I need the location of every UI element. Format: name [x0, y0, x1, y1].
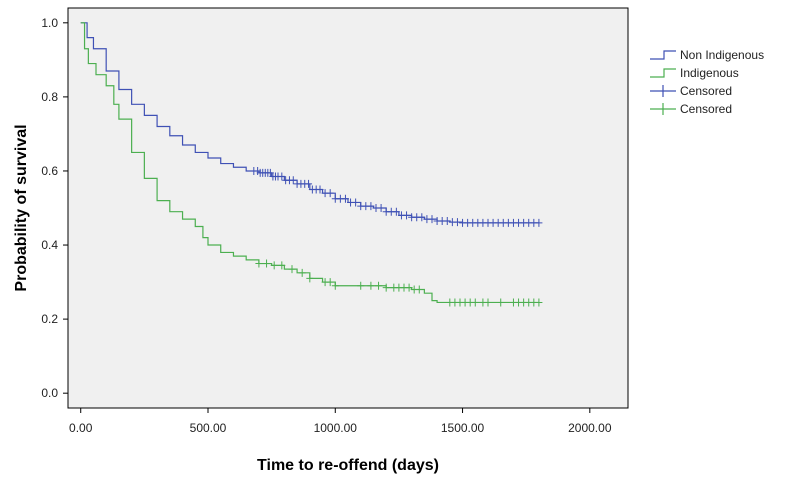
x-tick-label: 0.00 [69, 421, 93, 435]
censor-mark [535, 218, 543, 227]
legend-label: Censored [680, 102, 732, 116]
x-tick-label: 500.00 [190, 421, 227, 435]
y-axis-title: Probability of survival [13, 124, 30, 291]
legend-item: Censored [650, 84, 732, 98]
censor-mark [305, 179, 313, 188]
censor-mark [375, 281, 383, 290]
censor-mark [428, 215, 436, 224]
legend-item: Censored [650, 102, 732, 116]
x-tick-label: 2000.00 [568, 421, 612, 435]
censor-mark [453, 218, 461, 227]
censor-mark [326, 278, 334, 287]
censor-mark [326, 189, 334, 198]
censor-mark [331, 281, 339, 290]
legend-label: Censored [680, 84, 732, 98]
x-axis-title: Time to re-offend (days) [257, 457, 439, 474]
censor-mark [288, 265, 296, 274]
plot-area [67, 7, 629, 409]
censor-mark [263, 259, 271, 268]
legend-label: Non Indigenous [680, 48, 764, 62]
y-tick-label: 1.0 [41, 16, 58, 30]
x-tick-label: 1500.00 [441, 421, 485, 435]
censor-mark [357, 281, 365, 290]
y-tick-label: 0.8 [41, 90, 58, 104]
censor-mark [418, 213, 426, 222]
censor-mark [298, 268, 306, 277]
legend-item: Indigenous [650, 66, 739, 80]
y-tick-label: 0.2 [41, 312, 58, 326]
censor-mark [278, 261, 286, 270]
censor-mark [497, 298, 505, 307]
censor-mark [367, 281, 375, 290]
censor-mark [255, 259, 263, 268]
legend-step-icon [650, 50, 676, 60]
censor-mark [316, 185, 324, 194]
censor-mark [341, 194, 349, 203]
y-tick-label: 0.6 [41, 164, 58, 178]
legend-plus-icon [650, 103, 676, 115]
censor-mark [471, 298, 479, 307]
censor-mark [270, 261, 278, 270]
censor-mark [405, 283, 413, 292]
censor-mark [382, 283, 390, 292]
censor-mark [306, 274, 314, 283]
legend-step-icon [650, 68, 676, 78]
censor-mark [392, 207, 400, 216]
legend-label: Indigenous [680, 66, 739, 80]
censor-mark [484, 298, 492, 307]
censor-mark [278, 172, 286, 181]
censor-mark [415, 285, 423, 294]
legend-item: Non Indigenous [650, 48, 764, 62]
legend-plus-icon [650, 85, 676, 97]
censor-mark [377, 204, 385, 212]
y-tick-label: 0.0 [41, 386, 58, 400]
censor-mark [535, 298, 543, 307]
censor-mark [352, 198, 360, 207]
censor-mark [443, 216, 451, 225]
y-tick-label: 0.4 [41, 238, 58, 252]
series-0 [80, 22, 543, 227]
legend: Non Indigenous Indigenous Censored Censored [650, 48, 764, 116]
series-1 [80, 22, 543, 307]
censor-mark [289, 176, 297, 185]
x-tick-label: 1000.00 [314, 421, 358, 435]
censor-mark [403, 211, 411, 220]
censor-mark [367, 202, 375, 211]
